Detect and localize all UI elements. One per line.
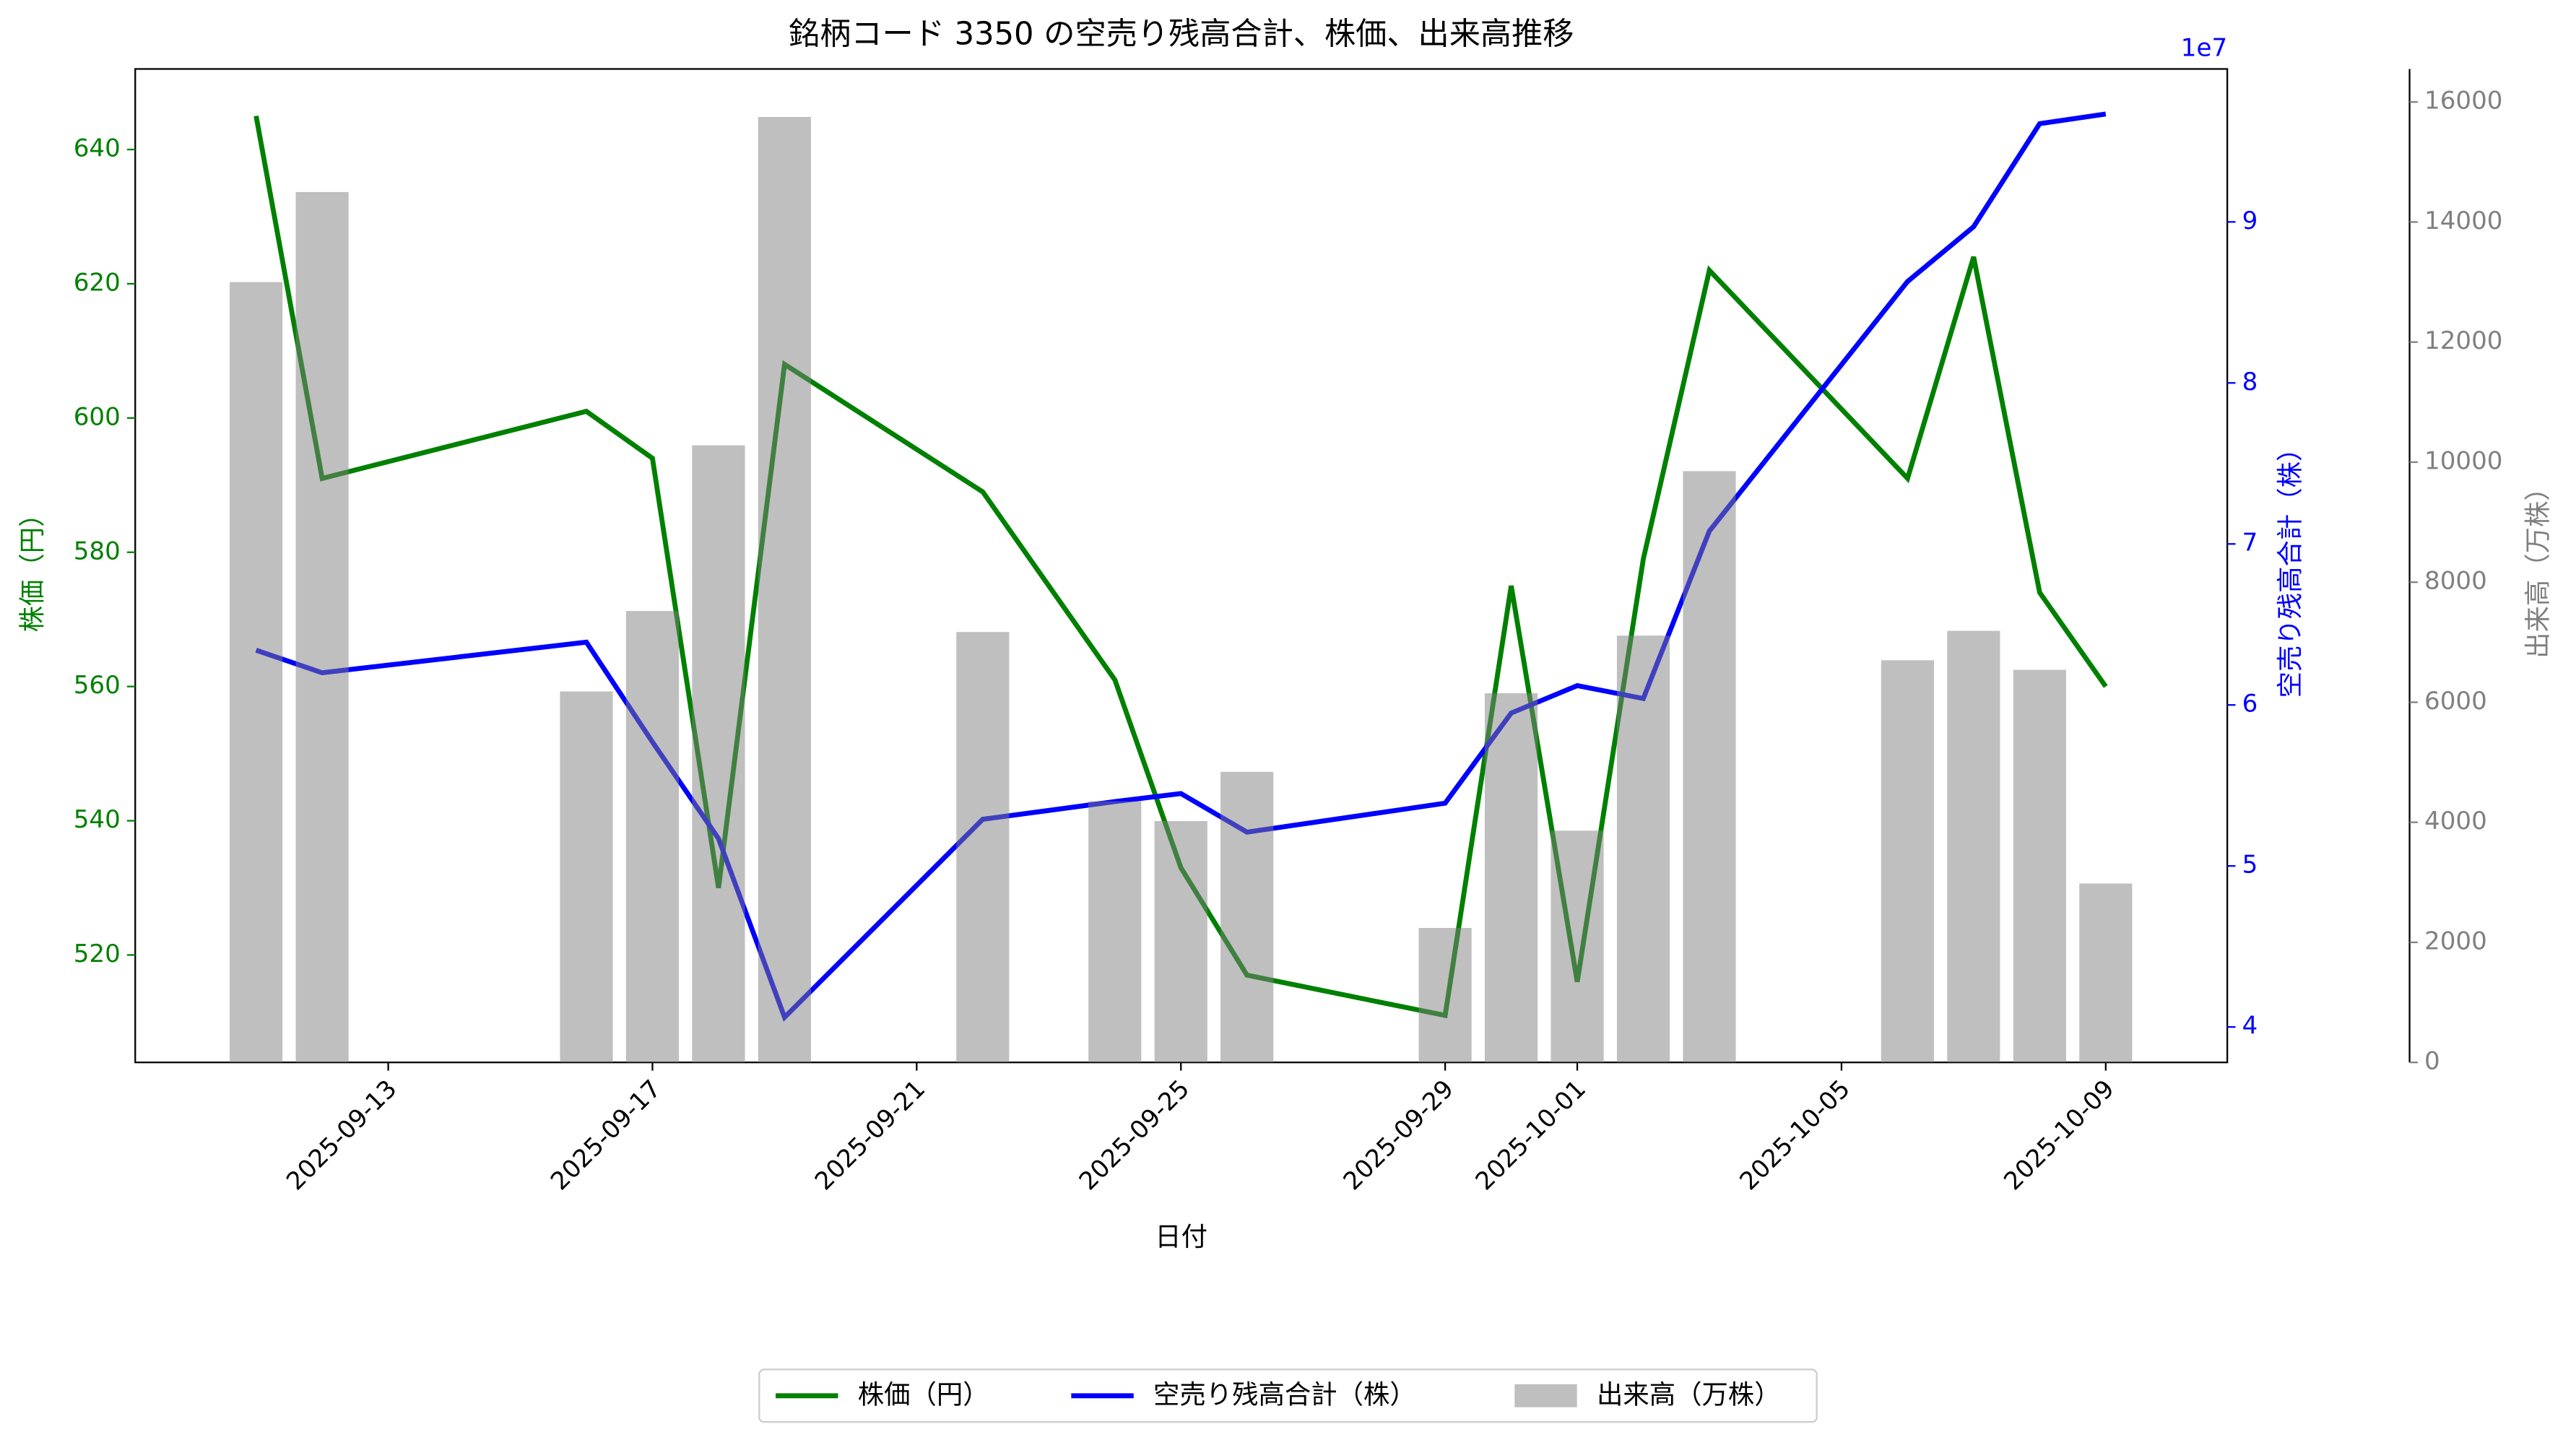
bar (2013, 669, 2066, 1063)
y-tick-label: 540 (74, 805, 121, 834)
y2-tick-label: 8 (2242, 368, 2258, 396)
legend-label: 株価（円） (858, 1379, 989, 1410)
legend-label: 空売り残高合計（株） (1153, 1379, 1416, 1410)
bar (625, 611, 680, 1063)
y-tick-label: 620 (74, 268, 121, 297)
y-tick-label: 560 (74, 671, 121, 700)
bar (1418, 927, 1472, 1063)
bar (2079, 883, 2133, 1063)
legend-box (758, 1368, 1818, 1423)
bar (560, 691, 613, 1063)
y2-tick-label: 6 (2242, 690, 2258, 719)
chart-title: 銘柄コード 3350 の空売り残高合計、株価、出来高推移 (789, 17, 1574, 53)
y-tick-label: 580 (74, 537, 121, 565)
y3-tick-label: 12000 (2424, 326, 2502, 355)
legend-swatch (1514, 1384, 1577, 1407)
y2-tick-label: 5 (2242, 851, 2258, 880)
bar (1683, 471, 1736, 1063)
bar (758, 117, 811, 1063)
y-tick-label: 600 (74, 402, 121, 431)
bar (295, 191, 349, 1063)
y3-tick-label: 8000 (2424, 567, 2487, 596)
legend-label: 出来高（万株） (1597, 1379, 1781, 1410)
bar (230, 282, 283, 1063)
y2-tick-label: 4 (2242, 1012, 2258, 1041)
y2-offset-label: 1e7 (2181, 34, 2227, 63)
y2-axis-label: 空売り残高合計（株） (2274, 435, 2305, 698)
bar (1551, 830, 1604, 1063)
x-axis-label: 日付 (1155, 1221, 1207, 1252)
bar (692, 445, 745, 1063)
y2-tick-label: 7 (2242, 529, 2258, 557)
bar (1947, 630, 2000, 1063)
y3-tick-label: 16000 (2424, 87, 2502, 116)
bar (1220, 771, 1274, 1063)
y-tick-label: 520 (74, 940, 121, 968)
bar (1088, 801, 1142, 1063)
bar (1154, 821, 1207, 1063)
y-axis-label: 株価（円） (17, 501, 48, 633)
y-tick-label: 640 (74, 134, 121, 163)
y3-tick-label: 0 (2424, 1047, 2440, 1076)
bar (1881, 660, 1934, 1063)
y3-tick-label: 10000 (2424, 446, 2502, 475)
y3-tick-label: 6000 (2424, 687, 2487, 716)
bar (1484, 693, 1538, 1063)
y3-axis-label: 出来高（万株） (2523, 474, 2554, 659)
bar (956, 632, 1010, 1063)
y2-tick-label: 9 (2242, 207, 2258, 235)
y3-tick-label: 14000 (2424, 207, 2502, 235)
y3-tick-label: 2000 (2424, 927, 2487, 955)
bar (1616, 635, 1670, 1063)
y3-tick-label: 4000 (2424, 807, 2487, 836)
